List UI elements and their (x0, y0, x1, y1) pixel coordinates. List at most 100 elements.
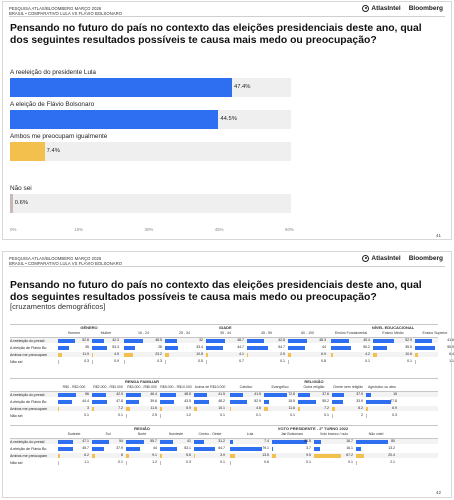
bar-track: 47.4% (10, 78, 291, 97)
table-cell: 7.2 (92, 406, 124, 411)
cell-bar (92, 399, 108, 404)
table-cell: 4.1 (206, 352, 245, 357)
table-cell: 47.8 (92, 399, 124, 404)
table-cell: 0.1 (247, 359, 286, 364)
x-tick-label: 60% (285, 227, 294, 232)
row-label: A eleição de Flávio Bo (10, 345, 47, 350)
cell-value: 3 (87, 406, 89, 410)
cell-value: 42.8 (278, 338, 285, 342)
cell-bar (124, 338, 143, 343)
table-cell: 0.3 (124, 359, 163, 364)
table-cell: 32 (165, 338, 204, 343)
table-cell: 0.7 (206, 359, 245, 364)
table-cell: 0.1 (272, 460, 312, 465)
bloomberg-logo: Bloomberg (408, 5, 443, 12)
table-cell: 4.5 (92, 352, 120, 357)
cell-value: 31.2 (218, 439, 225, 443)
cell-value: 6.4 (449, 352, 454, 356)
cell-bar (126, 413, 127, 418)
table-cell: 31.2 (194, 439, 226, 444)
table-cell: 13.5 (230, 453, 270, 458)
cell-value: 1.2 (152, 460, 157, 464)
table-cell: 6.9 (366, 406, 398, 411)
cell-bar (230, 453, 236, 458)
cell-value: 52.9 (254, 399, 261, 403)
cell-bar (373, 345, 388, 350)
row-band (10, 453, 438, 458)
cell-bar (92, 439, 110, 444)
cell-bar (331, 338, 350, 343)
cell-bar (332, 413, 333, 418)
cell-bar (92, 392, 106, 397)
cell-value: 16.1 (346, 446, 353, 450)
cell-value: 7.4 (264, 439, 269, 443)
table-cell: 0.1 (264, 413, 296, 418)
cell-bar (124, 352, 134, 357)
table-cell: 1.2 (160, 413, 192, 418)
group-title: VOTO PRESIDENTE - 2º TURNO 2022 (277, 426, 349, 431)
table-cell: 48.5 (124, 338, 163, 343)
table-cell: 48.5 (160, 392, 192, 397)
cell-bar (58, 406, 59, 411)
cell-bar (58, 352, 62, 357)
cell-value: 0.3 (392, 413, 397, 417)
table-cell: 2.5 (126, 413, 158, 418)
row-label: A reeleição do presid (10, 338, 45, 343)
table-cell: 41 (160, 439, 192, 444)
table-cell: 11.9 (58, 352, 90, 357)
column-header: Acima de R$10.000 (194, 385, 226, 389)
cell-value: 32 (199, 338, 203, 342)
atlas-circle-icon-2 (362, 255, 370, 262)
cell-value: 79.1 (262, 446, 269, 450)
column-header: Outra religião (303, 385, 325, 389)
cell-bar (126, 453, 129, 458)
table-line (10, 438, 438, 439)
cell-value: 50.9 (447, 345, 454, 349)
table-cell: 86.8 (272, 439, 312, 444)
cell-value: 42.3 (112, 338, 119, 342)
cell-value: 72.8 (288, 392, 295, 396)
cell-bar (415, 345, 436, 350)
cell-value: 0.1 (220, 460, 225, 464)
table-cell: 48.2 (194, 399, 226, 404)
table-cell: 6.2 (58, 453, 90, 458)
table-line (10, 391, 438, 392)
question-title: Pensando no futuro do país no contexto d… (10, 23, 422, 46)
cell-bar (165, 352, 170, 357)
atlasintel-logo-2: AtlasIntel (362, 255, 401, 262)
table-cell: 50.2 (331, 345, 371, 350)
cell-value: 0.1 (256, 413, 261, 417)
table-cell: 52.9 (373, 338, 413, 343)
column-header: Homem (67, 331, 81, 335)
cell-value: 44 (322, 345, 326, 349)
cell-value: 5.6 (186, 453, 191, 457)
table-cell: 8 (92, 453, 124, 458)
cell-value: 45.7 (82, 446, 89, 450)
cell-value: 20.4 (388, 453, 395, 457)
cell-value: 2.5 (280, 352, 285, 356)
cell-value: 0.3 (157, 359, 162, 363)
option-label: A eleição de Flávio Bolsonaro (10, 101, 95, 108)
cell-bar (272, 446, 274, 451)
cell-value: 37.9 (356, 392, 363, 396)
cell-value: 53.3 (112, 345, 119, 349)
cell-bar (298, 406, 301, 411)
cell-value: 5.9 (186, 406, 191, 410)
cell-value: 6.9 (321, 352, 326, 356)
cell-bar (206, 338, 225, 343)
cell-value: 0.8 (321, 359, 326, 363)
cell-value: 46.4 (150, 392, 157, 396)
cell-value: 0.1 (290, 413, 295, 417)
table-cell: 42.9 (92, 392, 124, 397)
cell-value: 41.6 (447, 338, 454, 342)
table-cell: 80 (356, 439, 396, 444)
cell-value: 54 (119, 439, 123, 443)
table-cell: 53.3 (92, 345, 120, 350)
table-cell: 7.4 (230, 439, 270, 444)
cell-value: 13.5 (262, 453, 269, 457)
cell-bar (126, 392, 141, 397)
cell-bar (194, 399, 210, 404)
brand-logos-2: AtlasIntel Bloomberg (362, 255, 443, 262)
cell-bar (206, 345, 224, 350)
table-cell: 55.2 (298, 399, 330, 404)
